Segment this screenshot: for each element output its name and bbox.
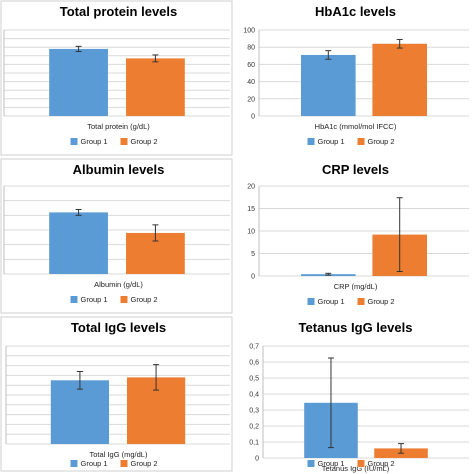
y-tick-label: 20 [247, 96, 255, 103]
legend-label-2: Group 2 [368, 137, 395, 146]
x-axis-label: HbA1c (mmol/mol IFCC) [315, 122, 397, 131]
legend-swatch-2 [120, 296, 128, 303]
y-tick-label: 20 [247, 184, 255, 191]
legend-label-1: Group 1 [318, 297, 345, 306]
bar-group-1 [50, 380, 110, 444]
legend-label-1: Group 1 [318, 459, 345, 468]
chart-title: Total IgG levels [71, 320, 166, 335]
y-tick-label: 0,4 [249, 392, 259, 399]
bar-group-1 [49, 212, 108, 274]
chart-panel-2: HbA1c levels 0 20 40 60 80 100 HbA1c (mmol/mol … [243, 4, 469, 146]
panel-frame [0, 316, 233, 472]
chart-title: CRP levels [322, 162, 389, 177]
y-tick-label: 0 [251, 274, 255, 281]
y-tick-label: 0 [255, 456, 259, 463]
chart-title: Tetanus IgG levels [299, 320, 413, 335]
legend-swatch-2 [120, 138, 128, 145]
y-tick-label: 0 [251, 114, 255, 121]
legend-swatch-2 [357, 138, 365, 145]
chart-panel-3: Albumin levels Albumin (g/dL) Group 1 Group… [0, 158, 233, 314]
legend-swatch-1 [70, 138, 78, 145]
legend-swatch-1 [70, 460, 78, 467]
chart-title: Albumin levels [73, 162, 165, 177]
chart-title: Total protein levels [60, 4, 178, 19]
chart-title: HbA1c levels [315, 4, 396, 19]
legend-swatch-1 [307, 460, 315, 467]
legend-label-2: Group 2 [368, 297, 395, 306]
y-tick-label: 0,1 [249, 440, 259, 447]
y-tick-label: 100 [243, 28, 255, 35]
y-tick-label: 40 [247, 79, 255, 86]
legend-label-1: Group 1 [81, 137, 108, 146]
panel-frame [0, 0, 233, 156]
legend-label-1: Group 1 [81, 459, 108, 468]
legend-swatch-1 [307, 298, 315, 305]
y-tick-label: 0,5 [249, 376, 259, 383]
y-tick-label: 10 [247, 229, 255, 236]
y-tick-label: 60 [247, 62, 255, 69]
y-tick-label: 0,7 [249, 344, 259, 351]
legend-label-2: Group 2 [368, 459, 395, 468]
bar-group-1 [301, 54, 356, 116]
bar-group-1 [49, 48, 108, 116]
y-tick-label: 15 [247, 206, 255, 213]
x-axis-label: Total IgG (mg/dL) [90, 450, 148, 459]
x-axis-label: Total protein (g/dL) [87, 122, 150, 131]
legend-label-1: Group 1 [81, 295, 108, 304]
bar-group-2 [126, 58, 185, 116]
panel-frame [0, 158, 233, 314]
legend-swatch-1 [70, 296, 78, 303]
y-tick-label: 5 [251, 251, 255, 258]
y-tick-label: 80 [247, 45, 255, 52]
legend-swatch-2 [357, 298, 365, 305]
chart-panel-4: CRP levels 0 5 10 15 20 CRP (mg/dL) Group 1 Grou… [247, 162, 469, 306]
x-axis-label: Tetanus IgG (IU/mL) [322, 464, 390, 473]
chart-panel-5: Total IgG levels Total IgG (mg/dL)Group 1… [0, 316, 233, 472]
legend-swatch-2 [120, 460, 128, 467]
x-axis-label: Albumin (g/dL) [94, 280, 143, 289]
chart-panel-6: Tetanus IgG levels 0 0,1 0,2 0,3 0,4 0,5 0,6 0,7… [249, 320, 469, 473]
legend-label-2: Group 2 [131, 137, 158, 146]
y-tick-label: 0,3 [249, 408, 259, 415]
legend-swatch-2 [357, 460, 365, 467]
x-axis-label: CRP (mg/dL) [334, 282, 378, 291]
y-tick-label: 0,6 [249, 360, 259, 367]
y-tick-label: 0,2 [249, 424, 259, 431]
legend-label-2: Group 2 [131, 295, 158, 304]
bar-group-2 [372, 43, 427, 117]
legend-label-2: Group 2 [131, 459, 158, 468]
legend-swatch-1 [307, 138, 315, 145]
legend-label-1: Group 1 [318, 137, 345, 146]
chart-panel-1: Total protein levels Total protein (g/dL)… [0, 0, 233, 156]
